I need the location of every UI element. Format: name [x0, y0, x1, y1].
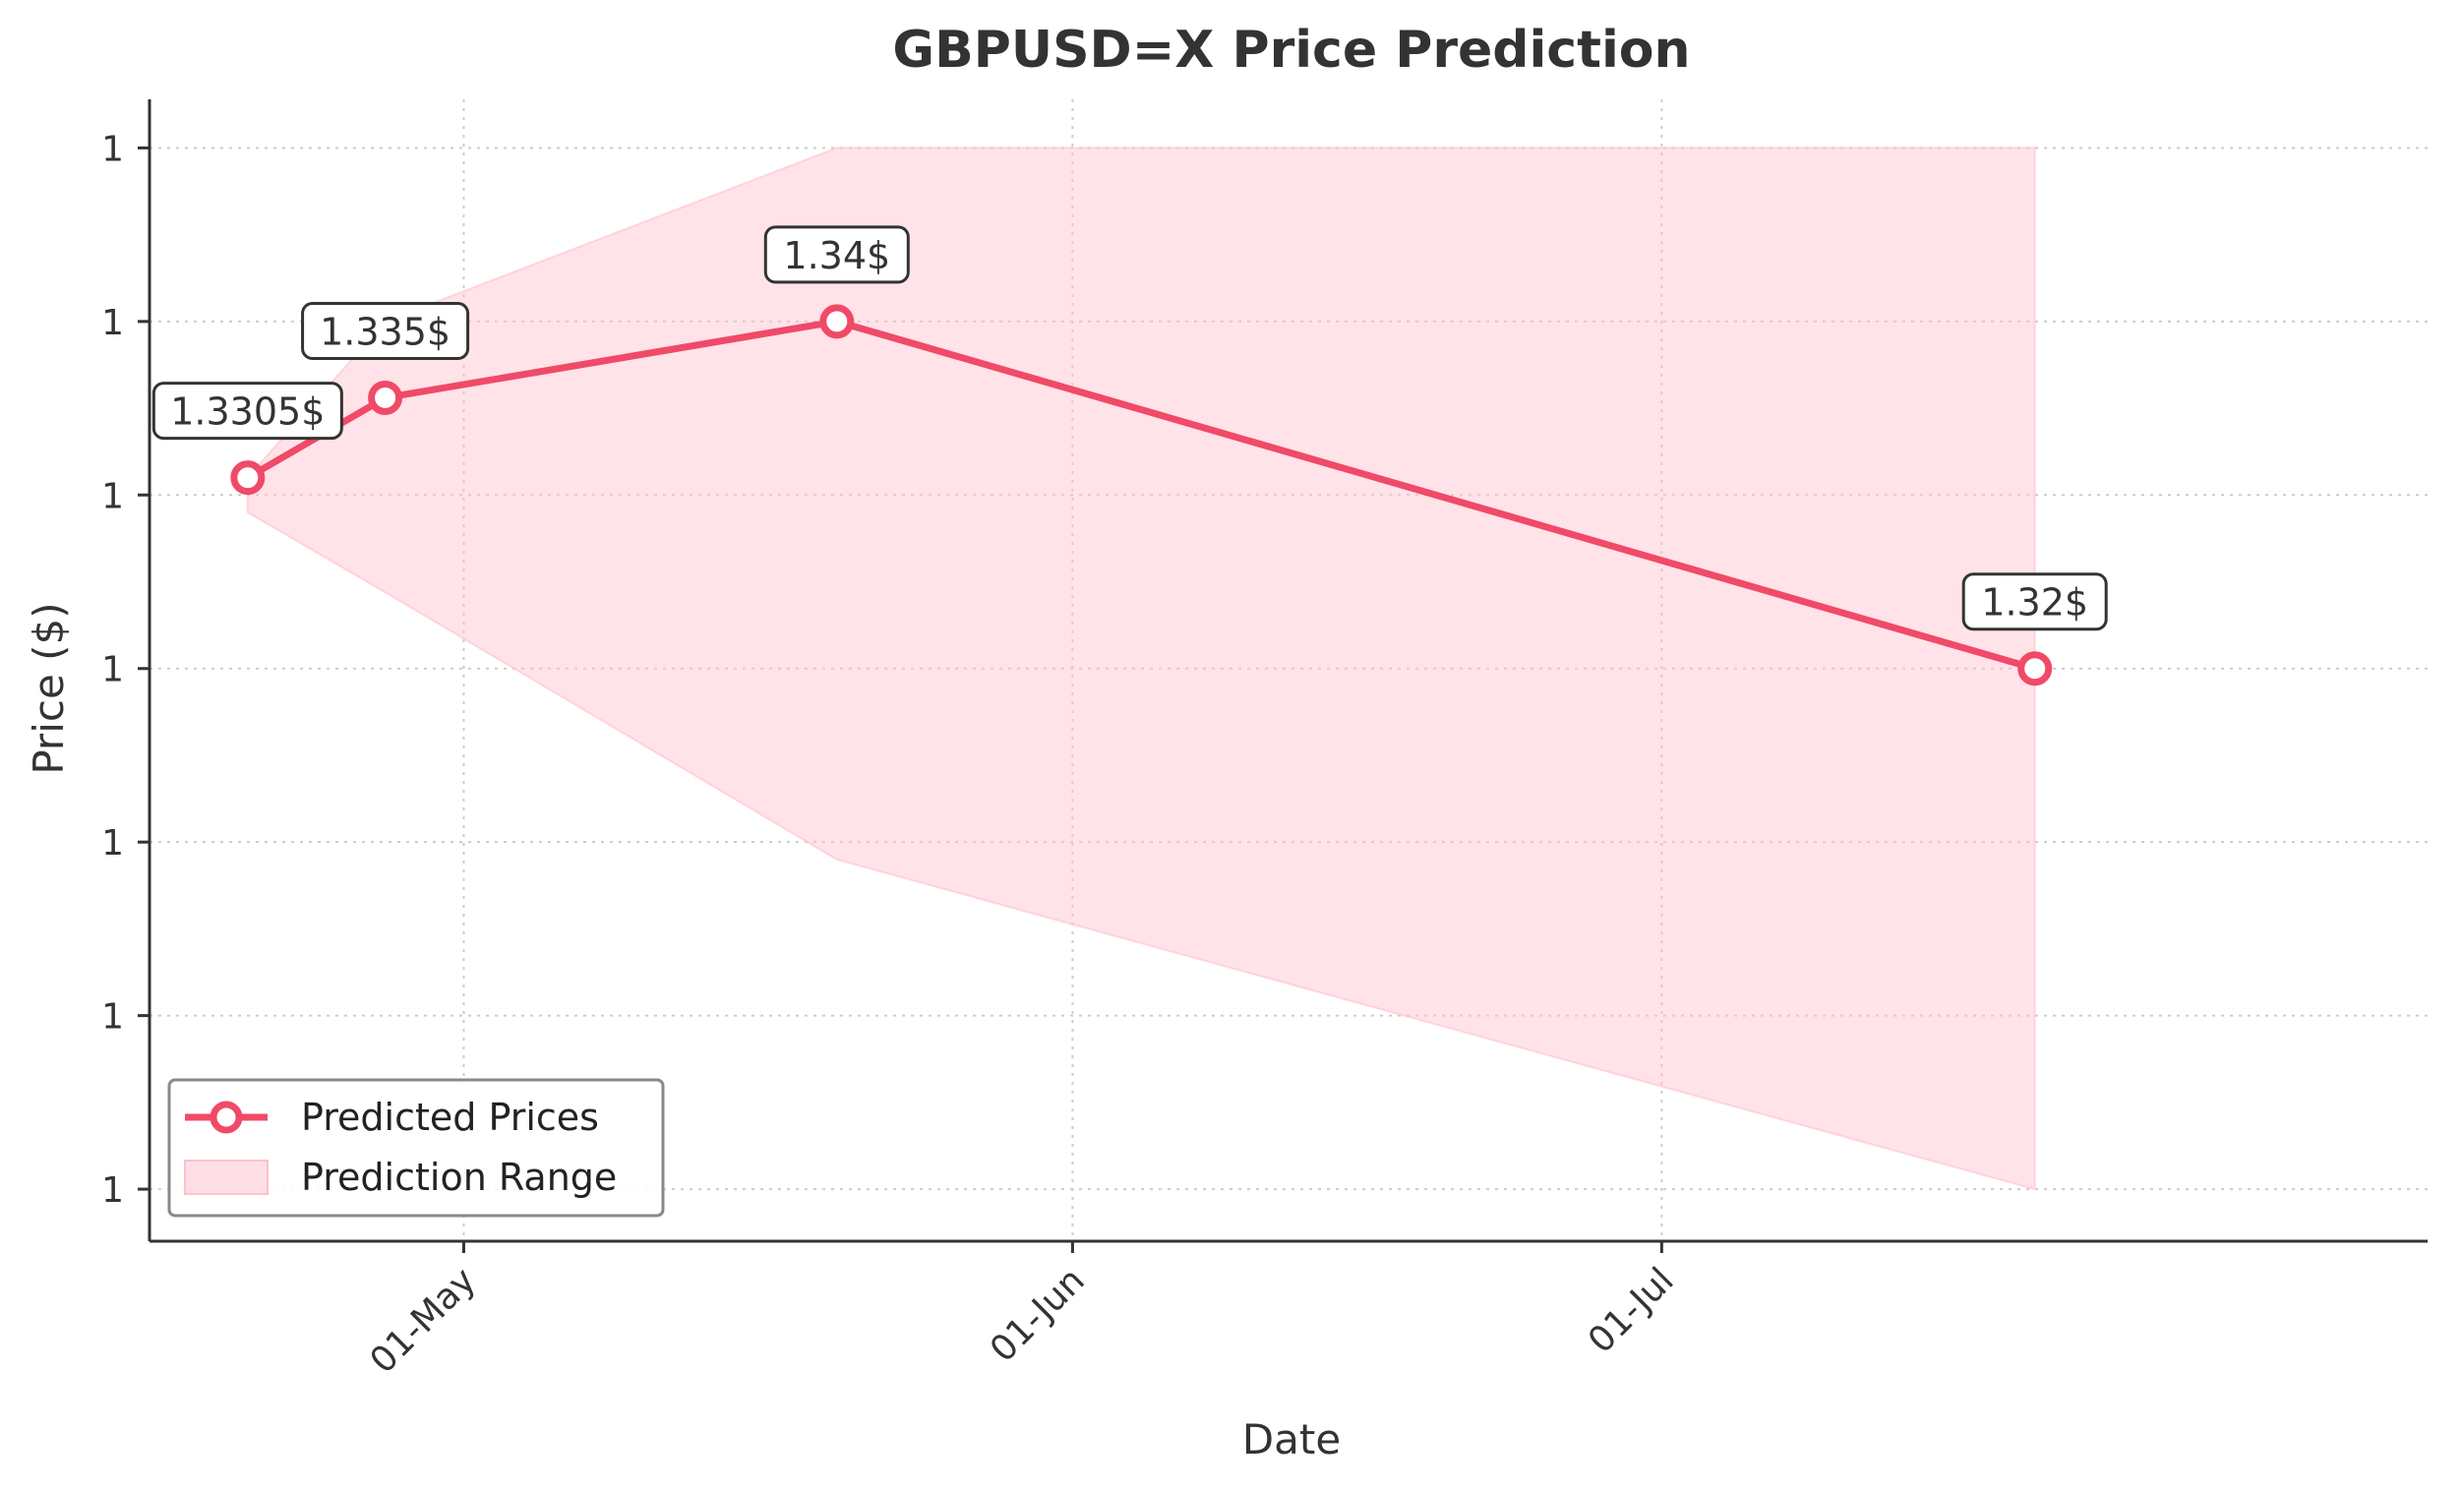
legend: Predicted Prices Prediction Range	[167, 1078, 665, 1218]
data-label: 1.32$	[1981, 581, 2088, 625]
data-labels: 1.3305$ 1.335$ 1.34$ 1.32$	[151, 225, 2108, 631]
prediction-range	[246, 147, 2036, 1191]
y-tick-label: 1	[101, 650, 124, 690]
data-point	[819, 304, 855, 339]
y-axis-label: Price ($)	[25, 602, 73, 774]
x-tick-label: 01-May	[363, 1260, 484, 1381]
prediction-range-band	[246, 147, 2036, 1191]
legend-marker-swatch	[210, 1101, 243, 1134]
y-tick-label: 1	[101, 1170, 124, 1211]
data-point	[230, 460, 266, 496]
data-label-box	[1961, 572, 2108, 631]
x-axis-label: Date	[1242, 1415, 1341, 1463]
data-label-box	[151, 382, 343, 441]
data-label: 1.34$	[783, 234, 890, 277]
legend-label-prediction-range: Prediction Range	[301, 1156, 617, 1199]
legend-label-predicted-prices: Predicted Prices	[301, 1096, 599, 1139]
x-tick-label: 01-Jul	[1581, 1260, 1682, 1361]
data-point	[368, 380, 403, 415]
data-label: 1.3305$	[170, 390, 325, 434]
data-label: 1.335$	[320, 310, 451, 353]
data-label-box	[301, 301, 470, 360]
y-tick-label: 1	[101, 129, 124, 169]
y-tick-label: 1	[101, 823, 124, 864]
y-tick-label: 1	[101, 997, 124, 1038]
legend-range-swatch	[184, 1160, 269, 1195]
legend-box	[167, 1078, 665, 1218]
x-tick-label: 01-Jun	[983, 1260, 1093, 1370]
data-label-box	[763, 225, 910, 284]
y-tick-label: 1	[101, 476, 124, 516]
data-point	[2017, 651, 2053, 686]
chart-title: GBPUSD=X Price Prediction	[892, 21, 1690, 80]
y-tick-label: 1	[101, 303, 124, 343]
